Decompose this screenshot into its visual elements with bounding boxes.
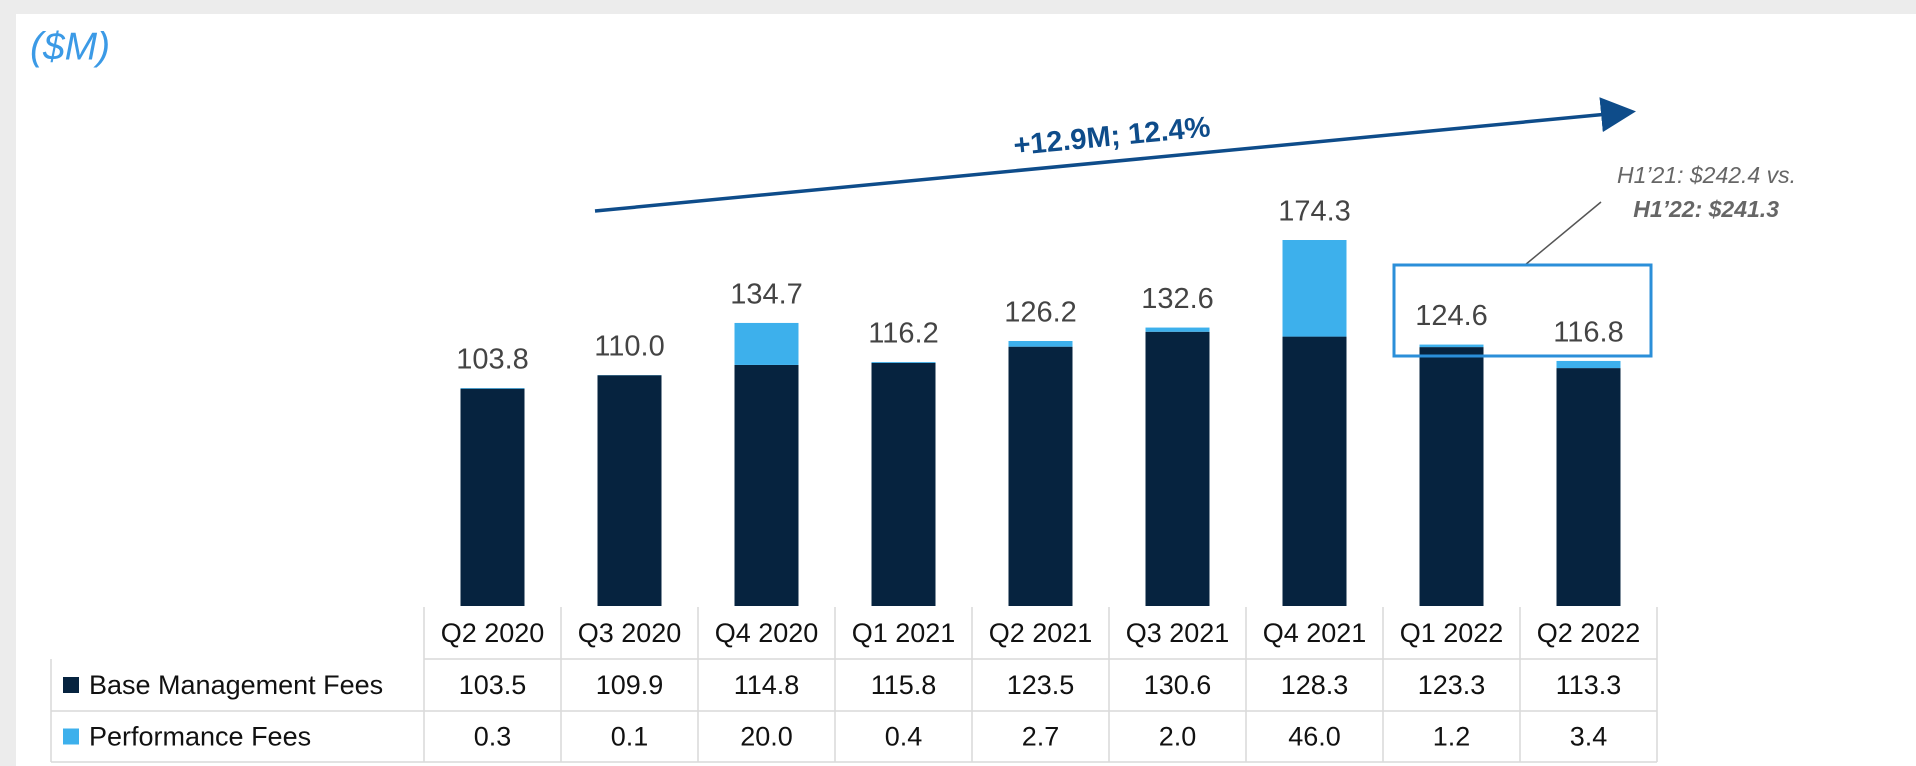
total-label: 103.8 <box>456 344 529 376</box>
bar-segment <box>1556 360 1621 369</box>
bar-segment <box>1419 347 1484 606</box>
table-cell: 113.3 <box>1556 670 1622 700</box>
bar-segment <box>1282 240 1347 337</box>
bar-segment <box>460 388 525 389</box>
bar-segment <box>734 364 799 606</box>
bar-segment <box>1008 346 1073 606</box>
total-label: 124.6 <box>1415 300 1488 332</box>
table-cell: 1.2 <box>1433 722 1471 752</box>
bar-segment <box>1419 344 1484 348</box>
table-cell: 128.3 <box>1281 670 1349 700</box>
table-cell: 123.5 <box>1007 670 1075 700</box>
table-cell: 109.9 <box>596 670 664 700</box>
bar-segment <box>871 362 936 606</box>
table-cell: 115.8 <box>871 670 937 700</box>
total-label: 110.0 <box>594 331 664 363</box>
x-tick-label: Q4 2021 <box>1263 618 1367 648</box>
table-cell: 114.8 <box>734 670 800 700</box>
legend-label: Base Management Fees <box>89 670 383 700</box>
x-tick-label: Q1 2021 <box>852 618 956 648</box>
table-cell: 2.0 <box>1159 722 1197 752</box>
legend-swatch <box>63 677 79 693</box>
total-label: 126.2 <box>1004 297 1077 329</box>
x-tick-label: Q2 2020 <box>441 618 545 648</box>
x-tick-label: Q4 2020 <box>715 618 819 648</box>
bar-segment <box>1145 331 1210 606</box>
table-cell: 0.1 <box>611 722 649 752</box>
callout-leader <box>1524 201 1602 266</box>
bar-segment <box>460 388 525 606</box>
bar-segment <box>1282 336 1347 606</box>
x-tick-label: Q1 2022 <box>1400 618 1504 648</box>
callout-box <box>1392 263 1653 358</box>
x-tick-label: Q3 2021 <box>1126 618 1230 648</box>
table-cell: 0.3 <box>474 722 512 752</box>
x-tick-label: Q2 2022 <box>1537 618 1641 648</box>
legend-label: Performance Fees <box>89 722 311 752</box>
callout-text: H1’22: $241.3 <box>1633 196 1779 222</box>
table-cell: 2.7 <box>1022 722 1060 752</box>
total-label: 116.8 <box>1553 317 1623 349</box>
marks: 103.8 110.0 134.7 116.2 126.2 132.6 174.3 124.6… <box>50 196 1658 763</box>
table-cell: 123.3 <box>1418 670 1486 700</box>
table-cell: 130.6 <box>1144 670 1212 700</box>
legend-swatch <box>63 728 79 745</box>
table-cell: 20.0 <box>740 722 793 752</box>
bar-segment <box>1008 341 1073 347</box>
bar-segment <box>597 375 662 606</box>
bar-segment <box>734 322 799 365</box>
bar-segment <box>1556 368 1621 606</box>
x-tick-label: Q3 2020 <box>578 618 682 648</box>
callout-text: H1’21: $242.4 vs. <box>1617 162 1796 188</box>
unit-label: ($M) <box>30 25 110 68</box>
total-label: 174.3 <box>1278 196 1351 228</box>
total-label: 132.6 <box>1141 283 1214 315</box>
bar-segment <box>871 362 936 363</box>
bar-segment <box>1145 327 1210 332</box>
table-cell: 103.5 <box>459 670 527 700</box>
total-label: 116.2 <box>868 318 938 350</box>
x-tick-label: Q2 2021 <box>989 618 1093 648</box>
total-label: 134.7 <box>730 279 803 311</box>
canvas <box>16 14 1916 766</box>
table-cell: 46.0 <box>1288 722 1341 752</box>
table-cell: 0.4 <box>885 722 923 752</box>
trend-arrow <box>594 97 1636 213</box>
table-cell: 3.4 <box>1570 722 1608 752</box>
